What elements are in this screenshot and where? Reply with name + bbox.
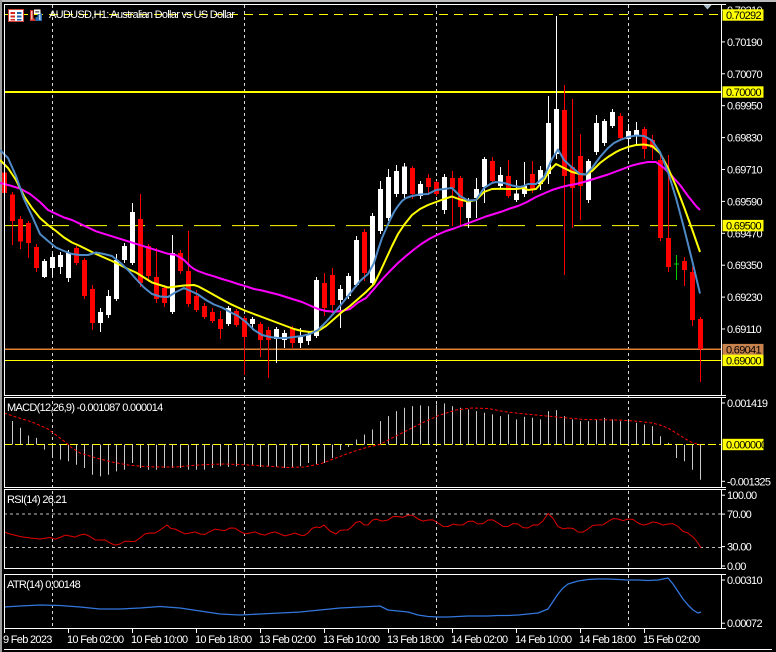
svg-text:9 Feb 2023: 9 Feb 2023: [3, 634, 52, 646]
svg-text:0.69590: 0.69590: [727, 196, 762, 208]
svg-text:AUDUSD,H1: Australian Dollar v: AUDUSD,H1: Australian Dollar vs US Dolla…: [49, 9, 235, 21]
svg-text:RSI(14) 26.21: RSI(14) 26.21: [7, 494, 67, 506]
svg-text:14 Feb 02:00: 14 Feb 02:00: [451, 634, 508, 646]
svg-text:15 Feb 02:00: 15 Feb 02:00: [643, 634, 700, 646]
svg-text:14 Feb 10:00: 14 Feb 10:00: [515, 634, 572, 646]
svg-text:0.69470: 0.69470: [727, 228, 762, 240]
svg-text:0.70292: 0.70292: [726, 10, 761, 22]
svg-text:10 Feb 10:00: 10 Feb 10:00: [131, 634, 188, 646]
svg-text:0.000000: 0.000000: [726, 440, 767, 452]
svg-text:0.00072: 0.00072: [727, 618, 762, 630]
svg-text:0.69000: 0.69000: [726, 355, 761, 367]
svg-text:13 Feb 02:00: 13 Feb 02:00: [259, 634, 316, 646]
svg-text:-0.001325: -0.001325: [727, 476, 771, 488]
svg-text:0.69710: 0.69710: [727, 165, 762, 177]
svg-text:14 Feb 18:00: 14 Feb 18:00: [579, 634, 636, 646]
svg-text:0.70070: 0.70070: [727, 69, 762, 81]
svg-text:ATR(14) 0.00148: ATR(14) 0.00148: [7, 579, 81, 591]
svg-text:30.00: 30.00: [727, 542, 752, 554]
svg-text:0.00310: 0.00310: [727, 575, 762, 587]
svg-text:0.70000: 0.70000: [726, 87, 761, 99]
svg-text:0.69950: 0.69950: [727, 101, 762, 113]
svg-text:0.70190: 0.70190: [727, 37, 762, 49]
svg-text:13 Feb 10:00: 13 Feb 10:00: [323, 634, 380, 646]
svg-text:0.69500: 0.69500: [726, 221, 761, 233]
svg-text:0.69041: 0.69041: [726, 345, 761, 357]
svg-text:0.00: 0.00: [727, 561, 746, 573]
svg-text:100.00: 100.00: [727, 490, 757, 502]
svg-text:MACD(12,26,9) -0.001087 0.0000: MACD(12,26,9) -0.001087 0.000014: [7, 402, 163, 414]
svg-text:70.00: 70.00: [727, 509, 752, 521]
svg-text:0.001419: 0.001419: [727, 398, 768, 410]
svg-text:0.69110: 0.69110: [727, 324, 762, 336]
svg-text:0.69230: 0.69230: [727, 292, 762, 304]
svg-text:0.69350: 0.69350: [727, 260, 762, 272]
svg-text:10 Feb 02:00: 10 Feb 02:00: [67, 634, 124, 646]
svg-text:0.69830: 0.69830: [727, 133, 762, 145]
svg-text:10 Feb 18:00: 10 Feb 18:00: [195, 634, 252, 646]
svg-text:13 Feb 18:00: 13 Feb 18:00: [387, 634, 444, 646]
